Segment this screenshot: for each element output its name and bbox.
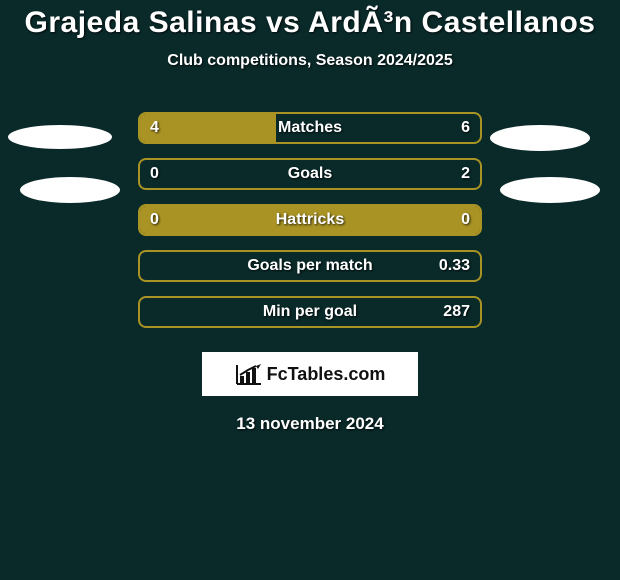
stat-value-left: 0 (150, 158, 159, 190)
date-text: 13 november 2024 (0, 414, 620, 434)
stat-row: Hattricks0 0 (0, 204, 620, 236)
stat-value-right: 0 (461, 204, 470, 236)
stat-row: Goals per match0.33 (0, 250, 620, 282)
stat-label: Goals per match (138, 250, 482, 282)
stat-value-left: 0 (150, 204, 159, 236)
stat-value-right: 287 (443, 296, 470, 328)
logo-text: FcTables.com (267, 364, 386, 385)
stat-value-right: 6 (461, 112, 470, 144)
stat-row: Goals0 2 (0, 158, 620, 190)
page-title: Grajeda Salinas vs ArdÃ³n Castellanos (0, 0, 620, 40)
bar-chart-icon (235, 362, 263, 386)
stat-value-right: 2 (461, 158, 470, 190)
logo-box: FcTables.com (202, 352, 418, 396)
stat-value-right: 0.33 (439, 250, 470, 282)
stat-label: Matches (138, 112, 482, 144)
stat-label: Hattricks (138, 204, 482, 236)
stat-label: Goals (138, 158, 482, 190)
stat-row: Min per goal287 (0, 296, 620, 328)
stat-value-left: 4 (150, 112, 159, 144)
subtitle: Club competitions, Season 2024/2025 (0, 52, 620, 70)
stat-row: Matches4 6 (0, 112, 620, 144)
stat-label: Min per goal (138, 296, 482, 328)
